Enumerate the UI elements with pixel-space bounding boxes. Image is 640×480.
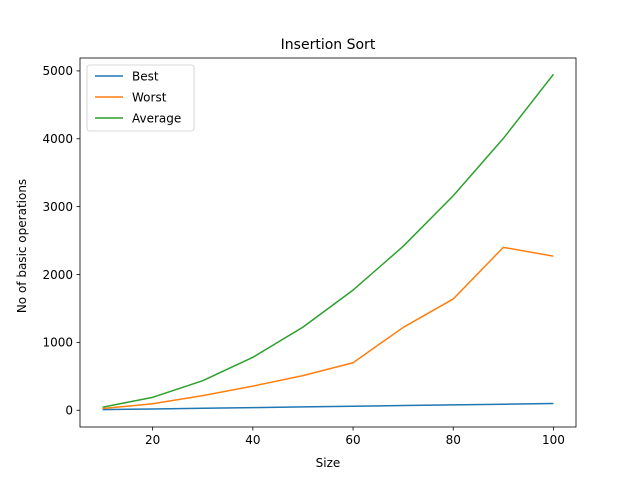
- x-tick-label: 20: [145, 433, 160, 447]
- x-axis-label: Size: [316, 456, 341, 470]
- axes-frame: [79, 57, 577, 428]
- x-tick-label: 60: [345, 433, 360, 447]
- legend-label-average: Average: [132, 111, 181, 125]
- legend-label-best: Best: [132, 69, 159, 83]
- x-tick-label: 80: [446, 433, 461, 447]
- y-tick-label: 4000: [42, 132, 73, 146]
- series-line-worst: [102, 246, 554, 410]
- legend-label-worst: Worst: [132, 90, 167, 104]
- y-tick-label: 0: [65, 404, 73, 418]
- legend: Best Worst Average: [86, 64, 195, 132]
- y-tick-label: 1000: [42, 336, 73, 350]
- y-tick-label: 2000: [42, 268, 73, 282]
- x-tick-label: 40: [245, 433, 260, 447]
- chart-title: Insertion Sort: [281, 37, 376, 53]
- y-tick-label: 3000: [42, 200, 73, 214]
- series-line-best: [102, 402, 554, 411]
- series-line-average: [102, 73, 555, 408]
- legend-box: [86, 64, 195, 132]
- y-tick-label: 5000: [42, 64, 73, 78]
- x-tick-label: 100: [542, 433, 565, 447]
- y-axis-label: No of basic operations: [15, 179, 29, 313]
